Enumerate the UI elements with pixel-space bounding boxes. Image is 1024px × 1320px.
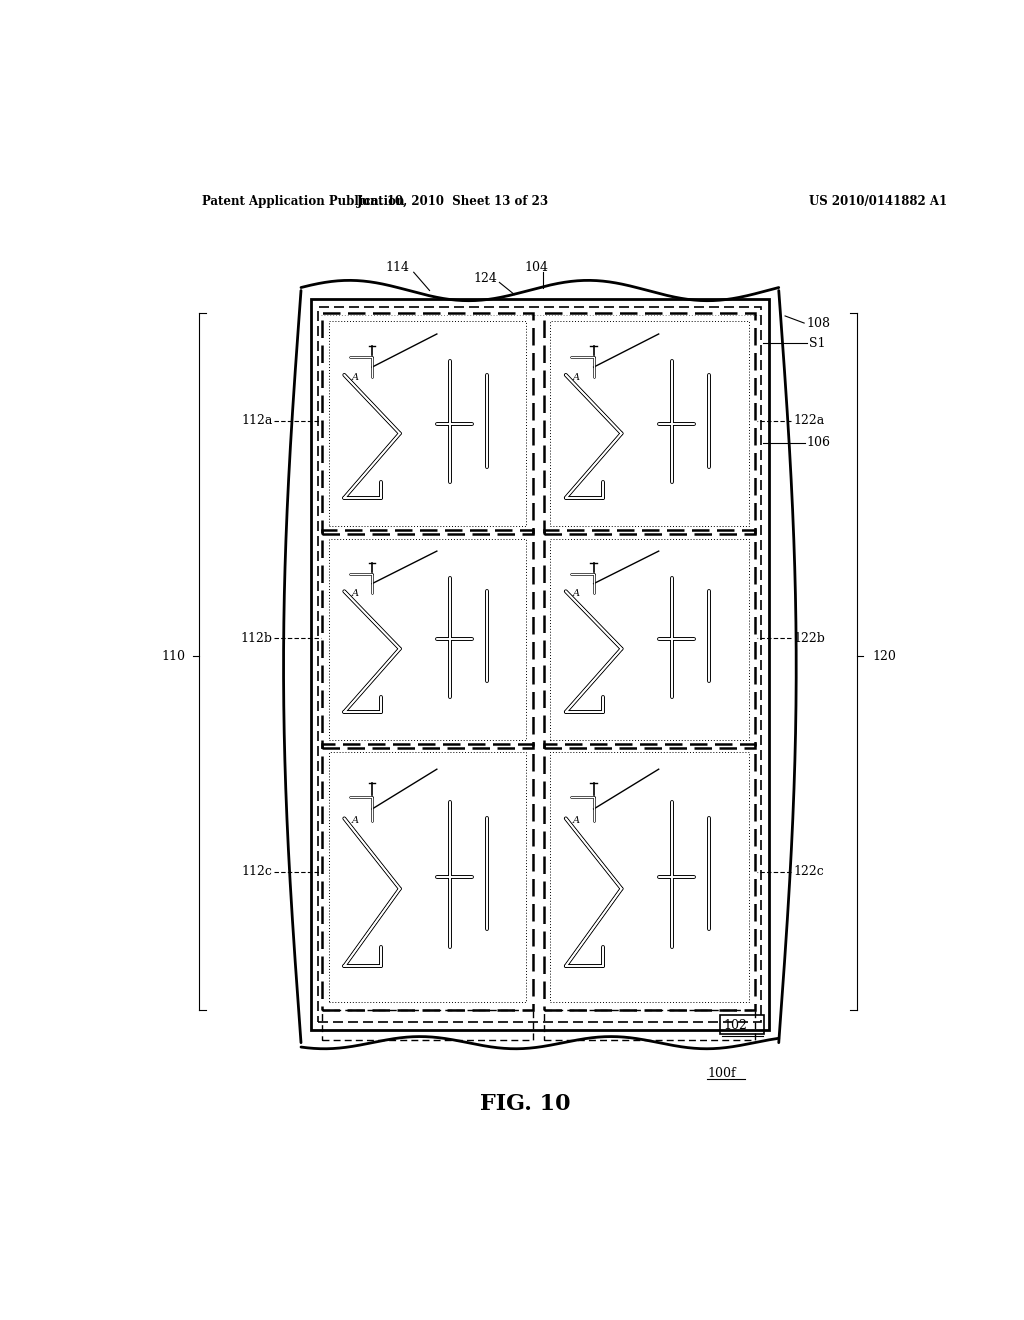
Bar xyxy=(318,306,761,1022)
Bar xyxy=(544,531,755,748)
Bar xyxy=(329,752,526,1002)
Text: Jun. 10, 2010  Sheet 13 of 23: Jun. 10, 2010 Sheet 13 of 23 xyxy=(357,194,550,207)
Bar xyxy=(329,321,526,527)
Bar xyxy=(323,1010,532,1040)
Bar xyxy=(550,539,749,739)
Text: A: A xyxy=(573,590,581,598)
Bar xyxy=(323,313,532,535)
Text: 110: 110 xyxy=(162,649,186,663)
Text: 112b: 112b xyxy=(241,632,272,644)
Text: 104: 104 xyxy=(524,260,549,273)
Text: S1: S1 xyxy=(809,337,825,350)
Text: 122a: 122a xyxy=(793,414,824,428)
Text: 102: 102 xyxy=(723,1019,748,1032)
Bar xyxy=(544,744,755,1010)
Text: 112a: 112a xyxy=(241,414,272,428)
Text: 124: 124 xyxy=(473,272,497,285)
Text: 100f: 100f xyxy=(708,1067,736,1080)
Text: A: A xyxy=(573,816,581,825)
Text: 106: 106 xyxy=(807,437,830,450)
Bar xyxy=(323,531,532,748)
Text: A: A xyxy=(351,590,358,598)
Text: 112c: 112c xyxy=(242,866,272,878)
Bar xyxy=(310,298,769,1031)
Text: 120: 120 xyxy=(872,649,896,663)
Text: 108: 108 xyxy=(807,317,830,330)
Text: 122b: 122b xyxy=(793,632,825,644)
Bar xyxy=(550,752,749,1002)
Text: 122c: 122c xyxy=(793,866,823,878)
Bar xyxy=(550,321,749,527)
Text: Patent Application Publication: Patent Application Publication xyxy=(202,194,404,207)
Bar xyxy=(544,313,755,535)
Bar xyxy=(544,1010,755,1040)
Bar xyxy=(720,1015,764,1034)
Text: A: A xyxy=(351,816,358,825)
Text: A: A xyxy=(573,374,581,381)
Bar xyxy=(323,744,532,1010)
Text: 114: 114 xyxy=(386,260,410,273)
Text: A: A xyxy=(351,374,358,381)
Text: US 2010/0141882 A1: US 2010/0141882 A1 xyxy=(809,194,947,207)
Text: FIG. 10: FIG. 10 xyxy=(479,1093,570,1114)
Bar xyxy=(329,539,526,739)
